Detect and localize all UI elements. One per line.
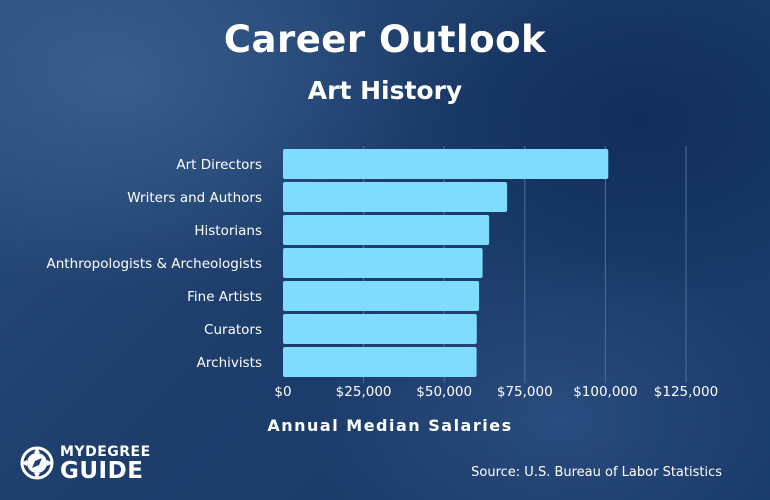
compass-icon bbox=[20, 446, 54, 480]
category-label: Anthropologists & Archeologists bbox=[46, 256, 262, 272]
category-label: Art Directors bbox=[176, 157, 262, 173]
bar bbox=[283, 215, 490, 245]
x-tick-label: $0 bbox=[274, 384, 291, 400]
logo-text-mydegree: MYDEGREE bbox=[60, 444, 151, 460]
logo-text-guide: GUIDE bbox=[60, 458, 144, 484]
x-tick-label: $50,000 bbox=[416, 384, 472, 400]
bar bbox=[283, 281, 480, 311]
bar bbox=[283, 314, 477, 344]
x-tick-label: $25,000 bbox=[336, 384, 392, 400]
x-axis-label: Annual Median Salaries bbox=[267, 416, 513, 435]
bar bbox=[283, 182, 508, 212]
category-label: Archivists bbox=[197, 355, 262, 371]
category-label: Writers and Authors bbox=[127, 190, 262, 206]
source-note: Source: U.S. Bureau of Labor Statistics bbox=[471, 465, 722, 480]
x-tick-label: $125,000 bbox=[654, 384, 718, 400]
chart-subtitle: Art History bbox=[307, 76, 463, 105]
x-tick-label: $100,000 bbox=[573, 384, 637, 400]
x-tick-label: $75,000 bbox=[497, 384, 553, 400]
bar bbox=[283, 149, 609, 179]
category-label: Historians bbox=[194, 223, 262, 239]
mydegreeguide-logo: MYDEGREE GUIDE bbox=[18, 442, 168, 486]
bar bbox=[283, 248, 483, 278]
bar bbox=[283, 347, 477, 377]
category-label: Curators bbox=[204, 322, 262, 338]
chart-title: Career Outlook bbox=[223, 18, 547, 61]
category-label: Fine Artists bbox=[187, 289, 262, 305]
